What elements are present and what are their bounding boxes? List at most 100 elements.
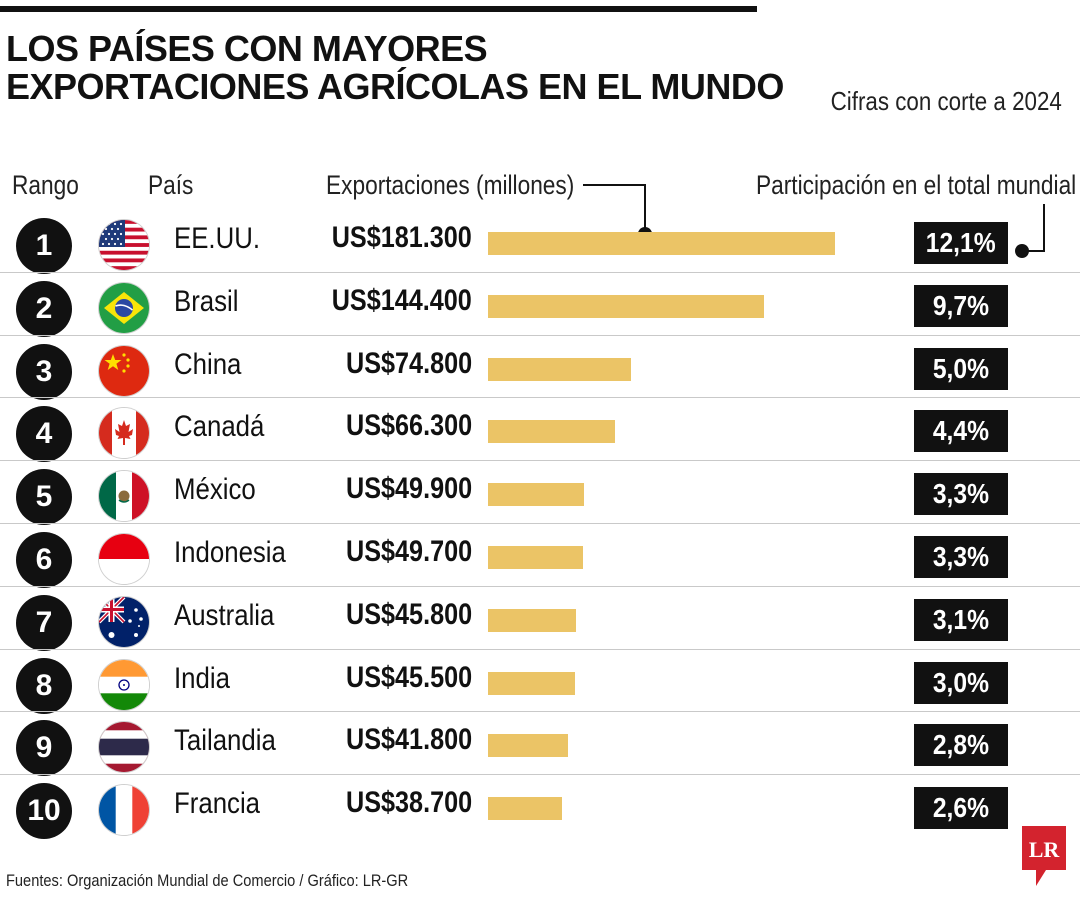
source-note: Fuentes: Organización Mundial de Comerci… [6, 871, 409, 890]
share-badge: 12,1% [914, 222, 1008, 264]
row-divider [0, 586, 1080, 587]
country-label: Canadá [174, 410, 265, 443]
row-divider [0, 649, 1080, 650]
header-rank: Rango [12, 170, 79, 200]
row-divider [0, 397, 1080, 398]
share-callout-dot [1015, 244, 1029, 258]
row-divider [0, 460, 1080, 461]
share-label: 3,0% [932, 667, 990, 698]
share-badge: 5,0% [914, 348, 1008, 390]
flag-canada-icon [99, 408, 149, 458]
row-divider [0, 774, 1080, 775]
export-value-label: US$38.700 [345, 786, 472, 819]
share-label: 3,1% [932, 604, 990, 635]
flag-mexico-icon [99, 471, 149, 521]
lr-logo-icon: LR [1022, 826, 1066, 886]
table-row: 2 Brasil US$144.400 9,7% [0, 275, 1080, 338]
share-label: 2,6% [932, 792, 990, 823]
share-label: 4,4% [932, 415, 990, 446]
share-label: 9,7% [932, 290, 990, 321]
rank-badge: 9 [16, 720, 72, 776]
header-exports: Exportaciones (millones) [326, 170, 575, 200]
flag-thailand-icon [99, 722, 149, 772]
export-bar [488, 295, 764, 318]
flag-australia-icon [99, 597, 149, 647]
export-bar [488, 672, 575, 695]
rank-badge: 6 [16, 532, 72, 588]
country-label: India [174, 662, 230, 695]
export-bar [488, 609, 576, 632]
share-badge: 3,0% [914, 662, 1008, 704]
table-row: 10 Francia US$38.700 2,6% [0, 777, 1080, 840]
chart-title: LOS PAÍSES CON MAYORES EXPORTACIONES AGR… [6, 28, 784, 107]
export-bar [488, 232, 835, 255]
flag-china-icon [99, 346, 149, 396]
rank-badge: 7 [16, 595, 72, 651]
top-rule [0, 6, 757, 12]
chart-subtitle: Cifras con corte a 2024 [830, 86, 1062, 116]
export-value-label: US$49.700 [345, 535, 472, 568]
share-label: 12,1% [926, 227, 996, 258]
share-label: 3,3% [932, 478, 990, 509]
country-label: Brasil [174, 285, 239, 318]
share-callout-line-h [1024, 250, 1045, 252]
rank-badge: 4 [16, 406, 72, 462]
rank-badge: 2 [16, 281, 72, 337]
share-badge: 3,1% [914, 599, 1008, 641]
country-label: Francia [174, 787, 261, 820]
header-share: Participación en el total mundial [755, 170, 1076, 200]
flag-indonesia-icon [99, 534, 149, 584]
share-label: 5,0% [932, 353, 990, 384]
exports-callout-line-v [644, 184, 646, 232]
header-country: País [148, 170, 194, 200]
export-bar [488, 420, 615, 443]
row-divider [0, 335, 1080, 336]
table-row: 9 Tailandia US$41.800 2,8% [0, 714, 1080, 777]
table-row: 4 Canadá US$66.300 4,4% [0, 400, 1080, 463]
export-value-label: US$144.400 [331, 284, 472, 317]
rank-badge: 3 [16, 344, 72, 400]
rank-badge: 8 [16, 658, 72, 714]
exports-callout-line-h [583, 184, 645, 186]
country-label: México [174, 473, 256, 506]
flag-usa-icon [99, 220, 149, 270]
share-badge: 2,6% [914, 787, 1008, 829]
export-bar [488, 358, 631, 381]
table-row: 5 México US$49.900 3,3% [0, 463, 1080, 526]
table-row: 7 Australia US$45.800 3,1% [0, 589, 1080, 652]
share-label: 2,8% [932, 729, 990, 760]
flag-france-icon [99, 785, 149, 835]
export-value-label: US$45.500 [345, 661, 472, 694]
country-label: Australia [174, 599, 275, 632]
export-value-label: US$41.800 [345, 723, 472, 756]
table-row: 8 India US$45.500 3,0% [0, 652, 1080, 715]
share-badge: 9,7% [914, 285, 1008, 327]
flag-india-icon [99, 660, 149, 710]
table-row: 1 EE.UU. US$181.300 12,1% [0, 212, 1080, 275]
row-divider [0, 523, 1080, 524]
export-bar [488, 483, 584, 506]
table-row: 3 China US$74.800 5,0% [0, 338, 1080, 401]
export-bar [488, 734, 568, 757]
row-divider [0, 272, 1080, 273]
table-row: 6 Indonesia US$49.700 3,3% [0, 526, 1080, 589]
row-divider [0, 711, 1080, 712]
share-badge: 3,3% [914, 473, 1008, 515]
export-value-label: US$74.800 [345, 347, 472, 380]
export-value-label: US$45.800 [345, 598, 472, 631]
export-value-label: US$66.300 [345, 409, 472, 442]
share-badge: 2,8% [914, 724, 1008, 766]
export-value-label: US$181.300 [331, 221, 472, 254]
export-bar [488, 797, 562, 820]
share-badge: 3,3% [914, 536, 1008, 578]
country-label: China [174, 348, 242, 381]
country-label: Tailandia [174, 724, 276, 757]
flag-brazil-icon [99, 283, 149, 333]
share-label: 3,3% [932, 541, 990, 572]
rank-badge: 5 [16, 469, 72, 525]
share-callout-line-v [1043, 204, 1045, 252]
country-label: EE.UU. [174, 222, 261, 255]
country-label: Indonesia [174, 536, 286, 569]
share-badge: 4,4% [914, 410, 1008, 452]
rank-badge: 10 [16, 783, 72, 839]
